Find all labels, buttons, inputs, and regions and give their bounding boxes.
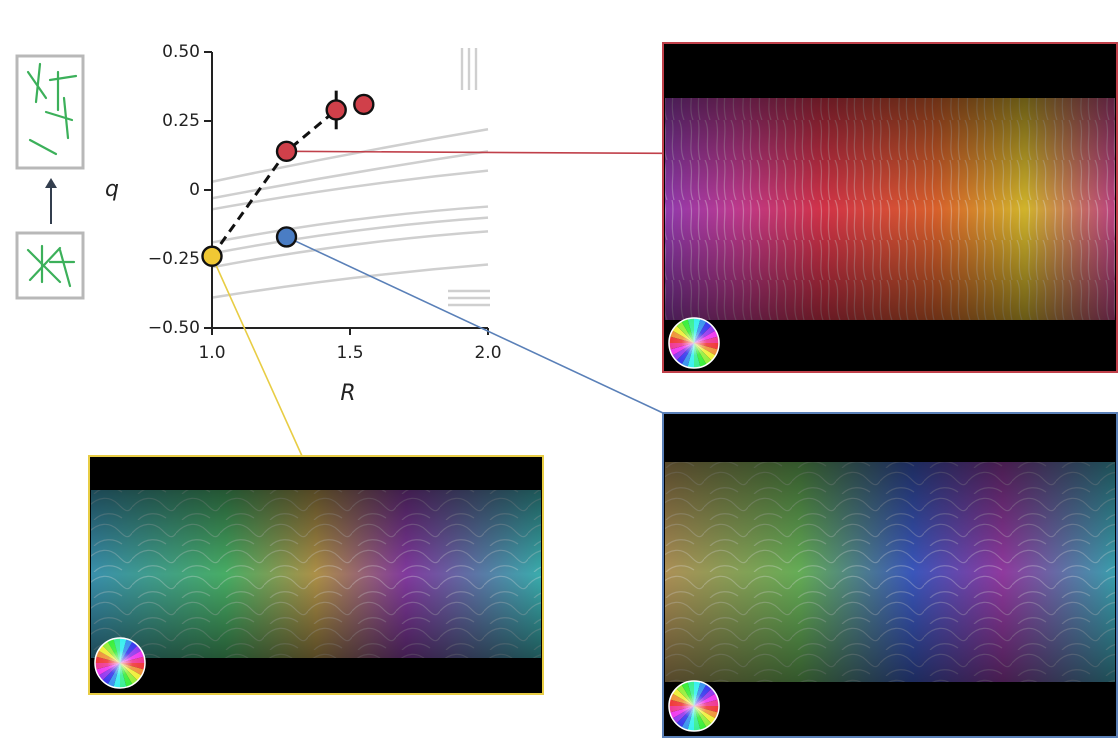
leader-line-red	[286, 150, 664, 155]
x-ticks: 1.0 1.5 2.0	[198, 328, 502, 363]
x-tick-label: 2.0	[474, 343, 501, 363]
background-curve	[211, 216, 489, 255]
leader-lines	[211, 150, 664, 457]
data-point	[275, 226, 298, 248]
fiber-schematic	[15, 54, 85, 300]
background-curve	[211, 128, 489, 183]
y-tick-label: −0.50	[148, 318, 200, 338]
y-axis-title: q	[105, 177, 119, 202]
data-point	[353, 93, 375, 116]
aligned-fibers-icon	[26, 62, 78, 156]
tissue-shading	[91, 490, 541, 658]
color-wheel-icon	[668, 680, 720, 732]
y-tick-label: 0.25	[162, 111, 200, 131]
background-curves	[211, 128, 489, 299]
background-curve	[211, 150, 489, 200]
arrow-up-icon	[45, 178, 57, 188]
tissue-shading	[665, 462, 1115, 682]
y-ticks: 0.50 0.25 0 −0.25 −0.50	[148, 42, 212, 338]
leader-line-blue	[286, 236, 664, 414]
isotropic-fibers-icon	[26, 244, 76, 288]
y-tick-label: −0.25	[148, 249, 200, 269]
parallel-lines-horizontal-icon	[448, 289, 490, 307]
plot-area: 0.50 0.25 0 −0.25 −0.50 1.0 1.5 2.0 q R	[105, 42, 664, 457]
image-panel-yellow	[88, 455, 544, 695]
x-tick-label: 1.5	[336, 343, 363, 363]
x-axis-title: R	[340, 381, 355, 406]
data-point-highlight	[201, 245, 223, 267]
image-panel-blue	[662, 412, 1118, 738]
tissue-shading	[665, 98, 1115, 320]
wheel-rim	[668, 680, 720, 732]
image-panel-aligned	[662, 42, 1118, 373]
schematic-box-bottom	[15, 231, 85, 300]
background-curve	[211, 230, 489, 269]
leader-line-yellow	[211, 255, 303, 457]
y-tick-label: 0.50	[162, 42, 200, 62]
background-curve	[211, 205, 489, 244]
parallel-lines-vertical-icon	[460, 48, 478, 90]
y-tick-label: 0	[189, 180, 200, 200]
schematic-box-top	[15, 54, 85, 170]
color-wheel-icon	[668, 317, 720, 369]
wheel-rim	[94, 637, 146, 689]
background-curve	[211, 263, 489, 299]
series-line	[210, 108, 338, 258]
color-wheel-icon	[94, 637, 146, 689]
background-curve	[211, 169, 489, 211]
data-series	[201, 90, 375, 267]
x-tick-label: 1.0	[198, 343, 225, 363]
data-point	[325, 99, 347, 121]
wheel-rim	[668, 317, 720, 369]
data-point	[275, 140, 298, 163]
